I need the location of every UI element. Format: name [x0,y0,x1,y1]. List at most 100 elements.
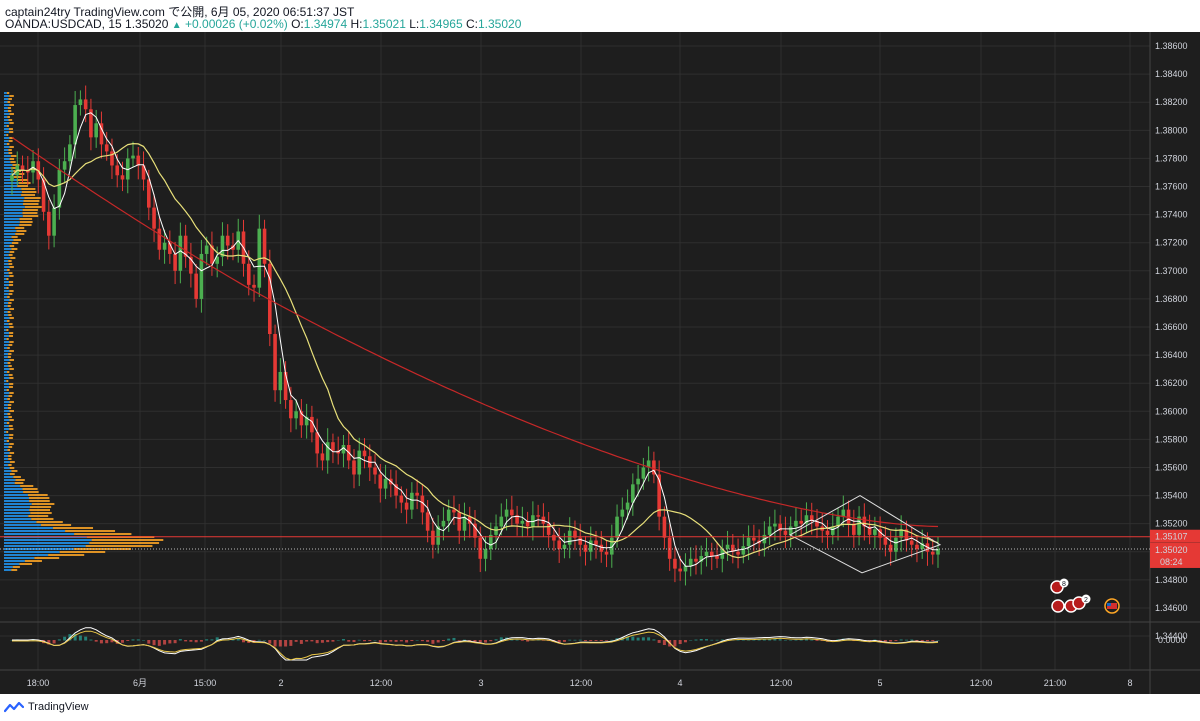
vp-bar-orange [8,128,13,130]
vp-bar-orange [11,248,18,250]
vp-bar-blue [4,335,9,337]
candle-body [452,509,456,513]
vp-bar-orange [29,509,50,511]
vp-bar-blue [4,416,9,418]
candle-body [462,516,467,531]
vp-bar-blue [4,503,32,505]
osc-bar [904,639,908,641]
osc-bar [583,640,587,641]
event-marker[interactable] [1051,599,1065,613]
vp-bar-blue [4,287,7,289]
symbol-label[interactable]: OANDA:USDCAD, 15 1.35020 [5,17,169,31]
us-flag-event[interactable] [1104,598,1120,614]
osc-bar [773,638,777,641]
vp-bar-orange [13,476,21,478]
candle-body [162,242,167,250]
candle-body [673,558,677,569]
osc-bar [284,640,288,647]
candle-body [273,334,277,391]
candle-body [809,515,814,521]
osc-bar [678,640,682,645]
vp-bar-orange [18,182,31,184]
price-tick-label: 1.35400 [1155,491,1188,501]
candle-body [473,523,477,538]
vp-bar-orange [22,215,39,217]
vp-bar-blue [4,515,29,517]
vp-bar-blue [4,524,41,526]
vp-bar-blue [4,533,75,535]
candle-body [325,442,330,461]
vp-bar-orange [9,266,14,268]
candle-body [231,245,235,250]
osc-bar [205,639,209,641]
candle-body [478,537,483,559]
vp-bar-blue [4,95,10,97]
vp-bar-blue [4,242,12,244]
osc-bar [242,640,245,643]
vp-bar-blue [4,206,25,208]
vp-bar-orange [8,323,13,325]
candle-body [73,105,77,145]
vp-bar-blue [4,521,37,523]
osc-bar [689,640,693,641]
time-axis[interactable]: 18:00 6月 15:00 2 12:00 3 12:00 4 12:00 5 12:00 21:0… [27,678,1133,688]
osc-bar [605,640,609,641]
vp-bar-orange [8,314,12,316]
candle-body [683,565,688,572]
low-value: 1.34965 [419,17,463,31]
vp-bar-orange [8,152,13,154]
vp-bar-blue [4,458,9,460]
up-arrow-icon: ▲ [171,20,182,31]
vp-bar-blue [4,491,24,493]
event-markers[interactable]: 8102 [1050,578,1120,614]
candle-body [767,526,772,535]
candle-body [788,526,793,535]
vp-bar-blue [4,182,19,184]
vp-bar-blue [4,152,9,154]
candle-body [394,484,398,496]
vp-bar-orange [19,218,33,220]
candle-body [567,530,572,545]
candle-body [47,211,51,236]
candle-body [846,509,851,524]
vp-bar-orange [12,566,20,568]
vp-bar-blue [4,92,7,94]
vp-bar-blue [4,272,9,274]
vp-bar-orange [7,116,10,118]
osc-bar [305,640,309,642]
osc-bar [662,640,666,645]
brand[interactable]: TradingView [4,701,89,713]
osc-bar [320,640,324,643]
osc-bar [63,636,67,641]
vp-bar-blue [4,380,7,382]
candle-body [310,416,314,433]
osc-bar [347,640,351,642]
vp-bar-blue [4,218,20,220]
candle-body [252,284,256,288]
chart-panel[interactable]: 8102 1.38600 1.38400 1.38200 1.38000 1.37800… [0,32,1200,694]
candle-body [609,537,614,555]
time-tick-label: 6月 [133,678,147,688]
vp-bar-orange [8,365,12,367]
candle-body [815,520,819,527]
price-tick-label: 1.38000 [1155,125,1188,135]
candle-body [641,467,646,479]
candle-body [510,509,514,516]
candle-body [220,235,225,257]
vp-bar-blue [4,437,9,439]
vp-bar-orange [21,188,36,190]
vp-bar-orange [8,455,12,457]
us-flag-stripes [1107,603,1117,609]
event-marker[interactable]: 2 [1072,594,1091,610]
event-marker[interactable]: 8 [1050,578,1069,594]
candle-body [699,555,704,562]
osc-bar [526,640,530,642]
candles [10,85,940,586]
vp-bar-blue [4,353,9,355]
vp-bar-blue [4,362,8,364]
price-chart[interactable]: 8102 1.38600 1.38400 1.38200 1.38000 1.37800… [0,32,1200,694]
vp-bar-blue [4,407,8,409]
price-axis[interactable]: 1.38600 1.38400 1.38200 1.38000 1.37800 1.376… [1150,41,1200,645]
vp-bar-orange [8,404,12,406]
candle-body [915,544,919,549]
